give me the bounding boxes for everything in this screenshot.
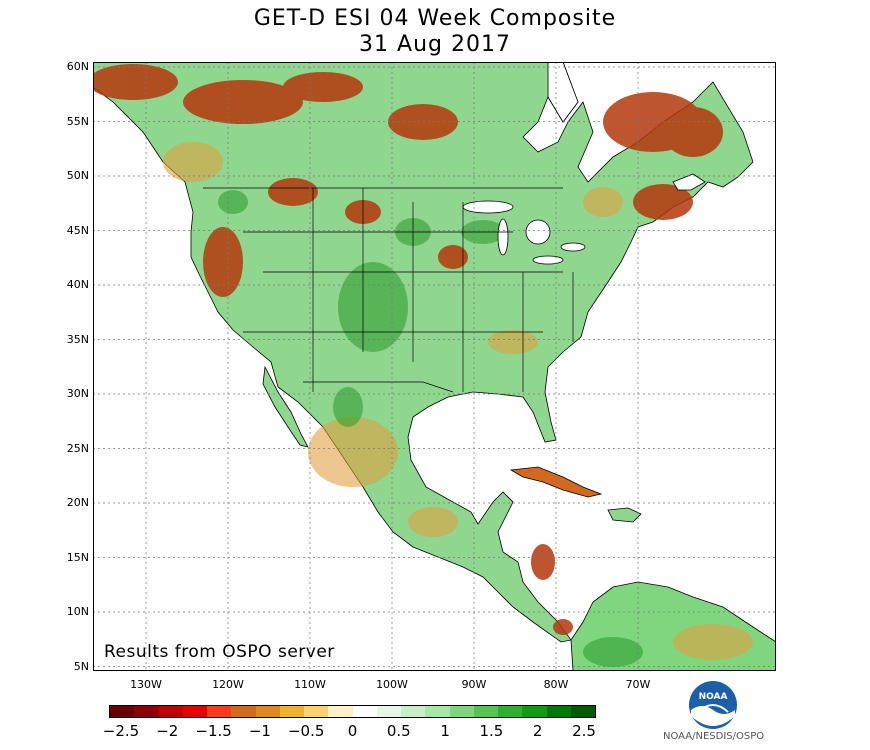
drought-patches [88,64,723,635]
colorbar-swatch [134,706,159,717]
lake-ontario [560,242,586,252]
colorbar-swatch [352,706,377,717]
colorbar-swatch [231,706,256,717]
colorbar-swatch [498,706,523,717]
lake-erie [532,255,564,265]
gulf-of-saint-lawrence [672,173,706,191]
colorbar-swatch [425,706,450,717]
lon-label: 70W [625,678,651,691]
hispaniola [607,507,642,523]
colorbar-tick-label: 1.5 [479,722,504,740]
colorbar-tick-label: 2.5 [572,722,596,740]
lake-michigan [497,218,509,256]
colorbar-swatch [570,706,595,717]
lat-label: 45N [66,223,89,237]
lat-label: 40N [66,278,89,291]
lat-label: 55N [66,114,89,128]
colorbar-swatch [401,706,426,717]
moderate-dry-patches [163,142,753,660]
lat-label: 20N [66,496,89,509]
lat-lon-grid [93,62,776,671]
map-title: GET-D ESI 04 Week Composite [253,6,617,31]
esi-colorbar [109,705,596,718]
colorbar-tick-label: 1 [440,722,450,740]
colorbar-swatch [328,706,353,717]
logo-wordmark: NOAA [699,692,728,702]
colorbar-swatch [255,706,280,717]
lake-huron [525,219,551,245]
lake-superior [462,200,514,214]
colorbar-tick-label: −1.5 [195,722,232,740]
lon-label: 120W [212,678,244,691]
lat-label: 50N [66,169,89,182]
wet-patches [218,190,643,667]
colorbar-swatch [522,706,547,717]
baja-california [262,365,309,448]
credit-text: NOAA/NESDIS/OSPO [663,731,765,742]
map-date: 31 Aug 2017 [359,32,511,57]
colorbar-swatch [207,706,232,717]
lon-label: 110W [294,678,326,691]
noaa-logo-icon[interactable]: NOAA [688,680,738,730]
lat-label: 5N [73,659,89,673]
lat-label: 25N [66,441,89,455]
colorbar-swatch [110,706,135,717]
colorbar-swatch [473,706,498,717]
colorbar-swatch [158,706,183,717]
esi-map [88,61,777,672]
source-note: Results from OSPO server [104,642,335,662]
colorbar-swatch [182,706,207,717]
lon-label: 130W [130,678,162,691]
water-bodies [462,61,706,265]
colorbar-swatch [376,706,401,717]
political-borders [203,187,574,393]
lon-label: 100W [376,678,408,691]
colorbar-tick-label: −0.5 [287,722,325,740]
colorbar-tick-label: 0 [347,722,358,740]
land-layer [88,61,777,672]
colorbar-tick-label: −2.5 [102,722,140,740]
colorbar-swatch [449,706,474,717]
colorbar-swatch [304,706,329,717]
lon-label: 80W [543,678,569,691]
lat-label: 60N [66,60,89,73]
lat-label: 35N [66,332,89,346]
lon-label: 90W [461,678,487,691]
lat-label: 10N [66,605,89,618]
colorbar-tick-label: −2 [156,722,179,740]
colorbar-tick-label: −1 [248,722,271,740]
colorbar-swatch [546,706,571,717]
colorbar-swatch [279,706,304,717]
lat-label: 15N [66,550,89,564]
colorbar-tick-label: 2 [532,722,543,740]
lat-label: 30N [66,387,89,400]
map-border [93,62,776,671]
colorbar-tick-label: 0.5 [386,722,411,740]
